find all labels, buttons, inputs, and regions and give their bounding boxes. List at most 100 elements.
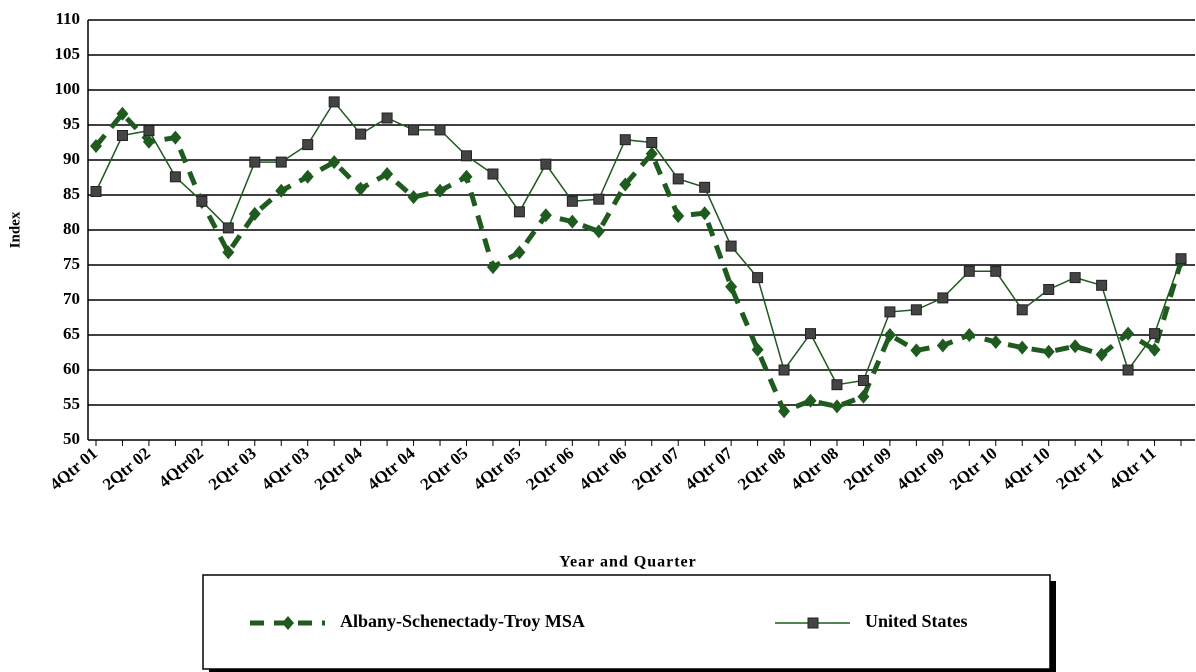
data-point <box>275 183 288 198</box>
x-tick-label: 4Qtr 05 <box>469 444 524 494</box>
data-point <box>937 292 949 304</box>
x-tick-label: 4Qtr 01 <box>46 444 101 494</box>
data-point <box>751 342 764 357</box>
data-point <box>1069 272 1081 284</box>
data-point <box>910 304 922 316</box>
x-tick-label: 2Qtr 08 <box>734 444 789 494</box>
legend-marker <box>807 617 819 629</box>
data-point <box>752 272 764 284</box>
data-point <box>1175 253 1187 265</box>
data-point <box>646 137 658 148</box>
data-point <box>778 404 791 419</box>
x-tick-label: 4Qtr 07 <box>681 443 736 494</box>
x-tick-label: 2Qtr 05 <box>417 444 472 494</box>
data-point <box>381 112 393 124</box>
y-tick-label: 80 <box>63 219 80 238</box>
x-tick-label: 4Qtr 06 <box>575 444 630 494</box>
data-point <box>805 328 817 340</box>
data-point <box>804 393 817 408</box>
data-point <box>910 343 923 358</box>
x-tick-label: 4Qtr02 <box>155 444 207 492</box>
data-point <box>116 106 129 121</box>
data-point <box>672 209 685 223</box>
data-point <box>460 150 472 162</box>
data-point <box>302 139 314 151</box>
y-tick-label: 90 <box>63 149 80 168</box>
x-tick-label: 4Qtr 10 <box>999 444 1054 494</box>
x-tick-label: 4Qtr 03 <box>258 444 313 494</box>
data-point <box>1016 304 1028 316</box>
x-tick-label: 2Qtr 03 <box>205 444 260 494</box>
data-point <box>408 124 420 136</box>
y-tick-label: 75 <box>63 254 80 273</box>
data-point <box>725 279 738 294</box>
x-tick-label: 4Qtr 09 <box>893 444 948 494</box>
x-tick-label: 2Qtr 06 <box>522 444 577 494</box>
data-point <box>672 173 684 185</box>
data-point <box>592 224 605 239</box>
data-point <box>1149 328 1161 340</box>
data-point <box>222 222 234 234</box>
data-point <box>354 181 367 196</box>
data-point <box>1148 342 1161 357</box>
data-point <box>116 130 128 141</box>
x-axis-title: Year and Quarter <box>559 554 696 571</box>
data-point <box>936 338 949 353</box>
data-point <box>169 171 181 183</box>
data-point <box>725 240 737 252</box>
legend-label: United States <box>865 611 968 631</box>
y-tick-label: 110 <box>55 9 80 28</box>
y-tick-label: 105 <box>55 44 81 63</box>
data-point <box>301 169 314 184</box>
y-tick-label: 50 <box>63 429 80 448</box>
y-tick-label: 55 <box>63 394 80 413</box>
y-tick-label: 70 <box>63 289 80 308</box>
data-point <box>249 156 261 168</box>
series-line <box>95 100 1182 386</box>
data-point <box>460 169 473 184</box>
data-point <box>434 183 447 198</box>
data-point <box>328 155 341 170</box>
data-point <box>1043 284 1055 295</box>
x-tick-label: 4Qtr 11 <box>1105 444 1159 494</box>
data-point <box>434 124 446 136</box>
data-point <box>169 130 182 145</box>
data-point <box>884 306 896 318</box>
data-point <box>857 389 870 404</box>
data-point <box>619 177 632 192</box>
y-tick-label: 60 <box>63 359 80 378</box>
data-point <box>328 96 340 108</box>
data-point <box>619 134 631 146</box>
y-tick-label: 100 <box>55 79 81 98</box>
data-point <box>513 245 526 260</box>
legend-label: Albany-Schenectady-Troy MSA <box>340 611 585 631</box>
x-tick-label: 2Qtr 07 <box>628 443 683 494</box>
data-point <box>1122 364 1134 376</box>
data-point <box>90 186 102 197</box>
data-point <box>90 139 102 153</box>
data-point <box>1042 344 1055 359</box>
data-point <box>381 167 394 181</box>
data-point <box>275 156 287 168</box>
x-tick-label: 2Qtr 04 <box>311 443 366 494</box>
x-tick-label: 2Qtr 02 <box>99 444 154 494</box>
data-point <box>487 168 499 180</box>
data-point <box>486 260 499 275</box>
data-point <box>566 214 579 229</box>
data-point <box>196 195 208 207</box>
data-point <box>539 208 552 223</box>
y-tick-label: 65 <box>63 324 80 343</box>
x-tick-label: 2Qtr 11 <box>1052 444 1106 494</box>
data-point <box>1069 339 1082 354</box>
x-tick-label: 4Qtr 04 <box>364 443 419 494</box>
data-point <box>540 158 552 170</box>
data-point <box>248 206 261 221</box>
data-point <box>593 193 605 205</box>
data-point <box>143 125 155 137</box>
data-point <box>963 328 976 342</box>
data-point <box>1122 326 1135 341</box>
y-tick-label: 95 <box>63 114 80 133</box>
data-point <box>1096 279 1108 291</box>
data-point <box>830 399 843 414</box>
